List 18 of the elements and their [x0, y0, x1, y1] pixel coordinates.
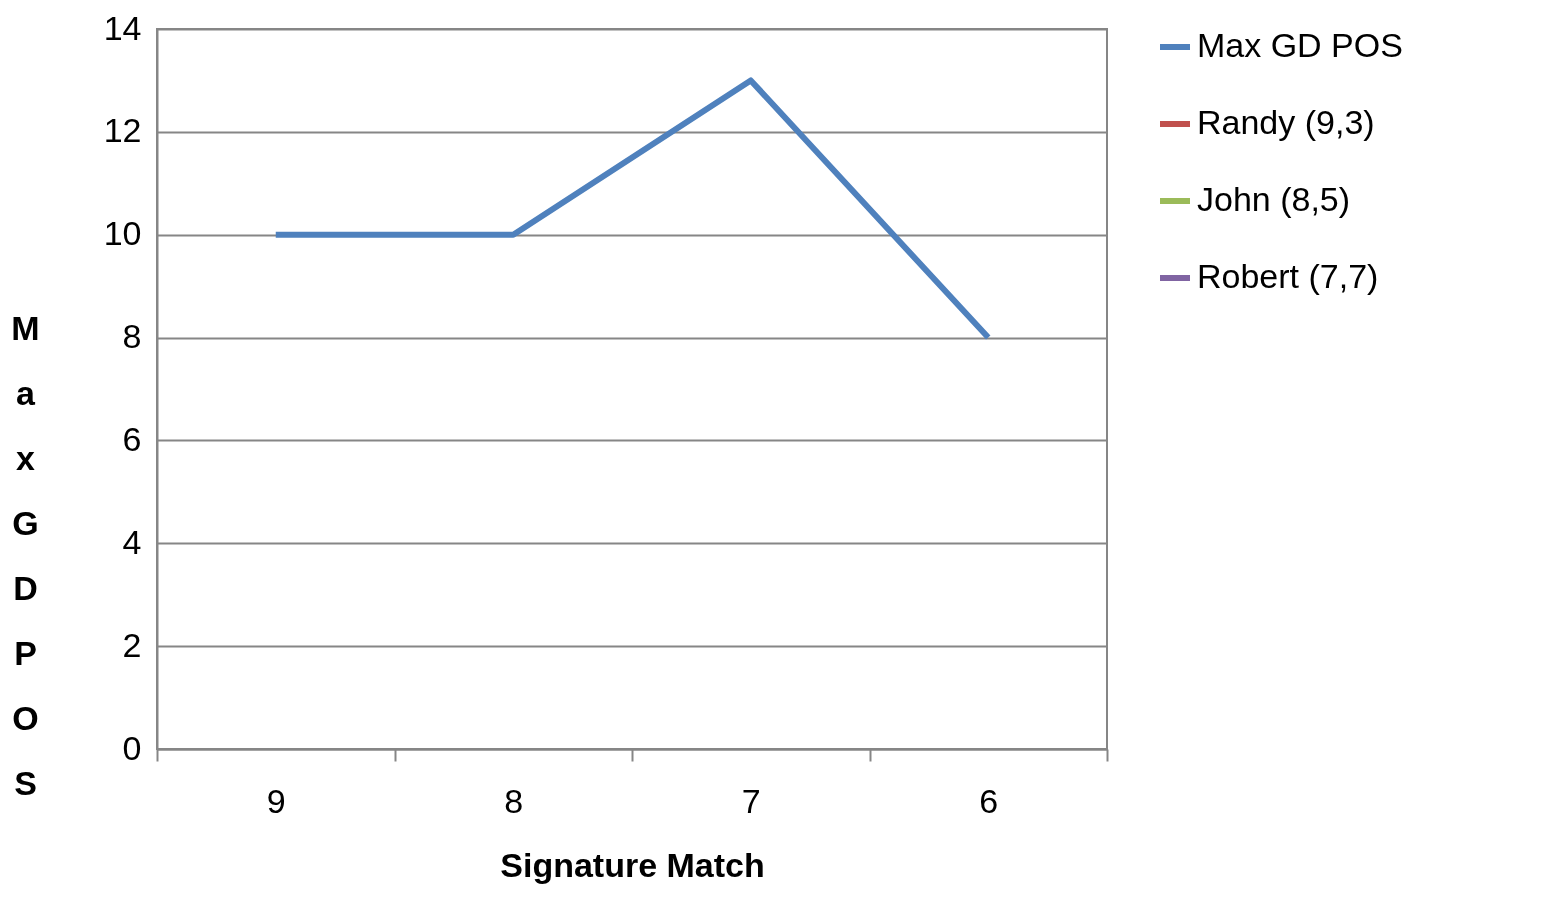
- x-tick-label: 9: [266, 781, 286, 820]
- x-tick-label: 8: [504, 781, 524, 820]
- legend-label: Randy (9,3): [1197, 103, 1375, 141]
- legend-label: Robert (7,7): [1197, 257, 1379, 295]
- legend-label: Max GD POS: [1197, 26, 1403, 64]
- y-tick-label: 2: [122, 625, 142, 664]
- y-axis-title: Max GD POS: [11, 308, 40, 802]
- y-tick-label: 8: [122, 317, 142, 356]
- y-tick-label: 10: [103, 214, 142, 253]
- y-tick-label: 12: [103, 111, 142, 150]
- x-axis-title: Signature Match: [500, 845, 765, 884]
- y-tick-label: 14: [103, 8, 142, 47]
- y-tick-label: 0: [122, 728, 142, 767]
- y-tick-label: 6: [122, 419, 142, 458]
- x-tick-label: 7: [741, 781, 761, 820]
- y-tick-label: 4: [122, 522, 142, 561]
- legend-label: John (8,5): [1197, 180, 1351, 218]
- x-tick-label: 6: [979, 781, 999, 820]
